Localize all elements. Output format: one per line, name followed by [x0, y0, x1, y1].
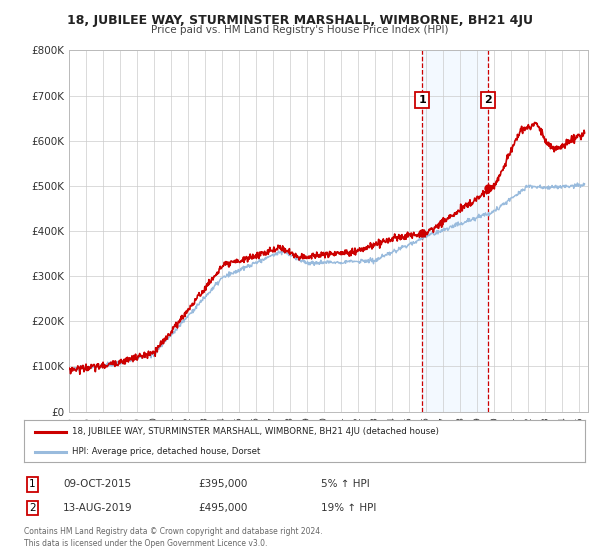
Text: £495,000: £495,000 — [198, 503, 247, 513]
Text: Price paid vs. HM Land Registry's House Price Index (HPI): Price paid vs. HM Land Registry's House … — [151, 25, 449, 35]
Text: 18, JUBILEE WAY, STURMINSTER MARSHALL, WIMBORNE, BH21 4JU (detached house): 18, JUBILEE WAY, STURMINSTER MARSHALL, W… — [71, 427, 439, 436]
Text: 18, JUBILEE WAY, STURMINSTER MARSHALL, WIMBORNE, BH21 4JU: 18, JUBILEE WAY, STURMINSTER MARSHALL, W… — [67, 14, 533, 27]
Text: 09-OCT-2015: 09-OCT-2015 — [63, 479, 131, 489]
Text: £395,000: £395,000 — [198, 479, 247, 489]
Text: HPI: Average price, detached house, Dorset: HPI: Average price, detached house, Dors… — [71, 447, 260, 456]
Text: 1: 1 — [419, 95, 427, 105]
Text: Contains HM Land Registry data © Crown copyright and database right 2024.: Contains HM Land Registry data © Crown c… — [24, 528, 323, 536]
Text: 2: 2 — [29, 503, 35, 513]
Bar — [422, 50, 488, 412]
Text: 1: 1 — [29, 479, 35, 489]
Text: This data is licensed under the Open Government Licence v3.0.: This data is licensed under the Open Gov… — [24, 539, 268, 548]
Text: 5% ↑ HPI: 5% ↑ HPI — [321, 479, 370, 489]
Text: 19% ↑ HPI: 19% ↑ HPI — [321, 503, 376, 513]
Text: 2: 2 — [484, 95, 492, 105]
Text: 13-AUG-2019: 13-AUG-2019 — [63, 503, 133, 513]
